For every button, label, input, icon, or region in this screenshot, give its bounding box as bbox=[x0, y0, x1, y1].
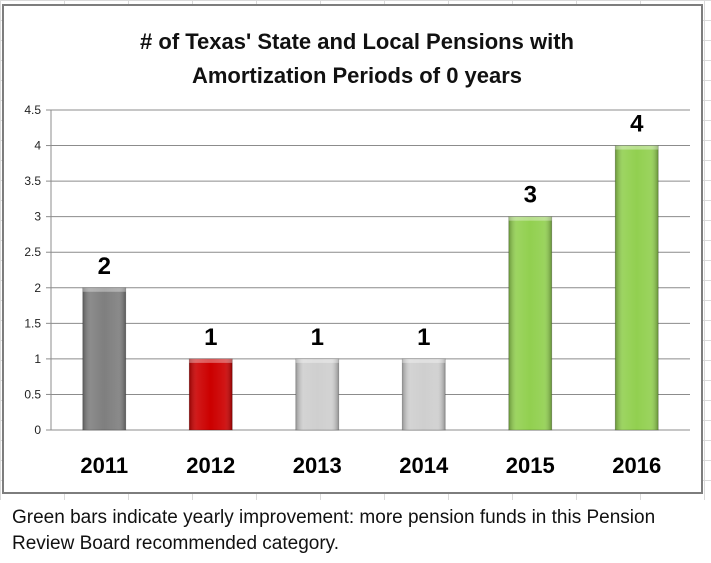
chart-frame: # of Texas' State and Local Pensions wit… bbox=[2, 4, 703, 494]
axes bbox=[46, 109, 690, 431]
data-label-2016: 4 bbox=[630, 111, 644, 138]
bar-top-bevel-2011 bbox=[82, 287, 126, 292]
data-label-2014: 1 bbox=[417, 324, 430, 351]
x-tick-label-2015: 2015 bbox=[506, 453, 555, 478]
y-tick-label: 2.5 bbox=[24, 245, 41, 259]
y-tick-label: 1.5 bbox=[24, 316, 41, 330]
x-axis-tick-labels: 2011 2012 2013 2014 2015 2016 bbox=[80, 453, 661, 478]
x-tick-label-2012: 2012 bbox=[186, 453, 235, 478]
y-tick-label: 0.5 bbox=[24, 387, 41, 401]
chart-title-line-2: Amortization Periods of 0 years bbox=[192, 63, 522, 88]
y-axis-tick-labels: 0 0.5 1 1.5 2 2.5 3 3.5 4 4.5 bbox=[24, 103, 41, 437]
x-tick-label-2011: 2011 bbox=[80, 453, 128, 478]
bar-top-bevel-2016 bbox=[615, 145, 659, 150]
bar-chart: # of Texas' State and Local Pensions wit… bbox=[24, 29, 690, 478]
y-tick-label: 2 bbox=[34, 281, 41, 295]
bar-top-bevel-2014 bbox=[402, 358, 446, 363]
bar-top-bevel-2015 bbox=[508, 216, 552, 221]
bar-shading-2014 bbox=[402, 358, 446, 430]
gridlines bbox=[51, 109, 690, 395]
x-tick-label-2016: 2016 bbox=[612, 453, 661, 478]
bar-shading-2016 bbox=[615, 145, 659, 431]
y-tick-label: 4 bbox=[34, 139, 41, 153]
data-label-2013: 1 bbox=[311, 324, 324, 351]
y-tick-label: 1 bbox=[34, 352, 41, 366]
x-tick-label-2013: 2013 bbox=[293, 453, 342, 478]
y-tick-label: 3 bbox=[34, 210, 41, 224]
y-tick-label: 3.5 bbox=[24, 174, 41, 188]
bar-shading-2013 bbox=[295, 358, 339, 430]
bar-top-bevel-2013 bbox=[295, 358, 339, 363]
bar-top-bevel-2012 bbox=[189, 358, 233, 363]
data-label-2015: 3 bbox=[524, 182, 537, 209]
chart-title-line-1: # of Texas' State and Local Pensions wit… bbox=[140, 29, 574, 54]
bar-shading-2012 bbox=[189, 358, 233, 430]
data-labels: 2 1 1 1 3 4 bbox=[98, 111, 645, 351]
y-tick-label: 0 bbox=[34, 423, 41, 437]
bars bbox=[82, 145, 659, 431]
chart-caption: Green bars indicate yearly improvement: … bbox=[12, 507, 656, 554]
x-tick-label-2014: 2014 bbox=[399, 453, 449, 478]
bar-shading-2015 bbox=[508, 216, 552, 430]
data-label-2011: 2 bbox=[98, 253, 111, 280]
data-label-2012: 1 bbox=[204, 324, 217, 351]
y-tick-label: 4.5 bbox=[24, 103, 41, 117]
bar-shading-2011 bbox=[82, 287, 126, 430]
